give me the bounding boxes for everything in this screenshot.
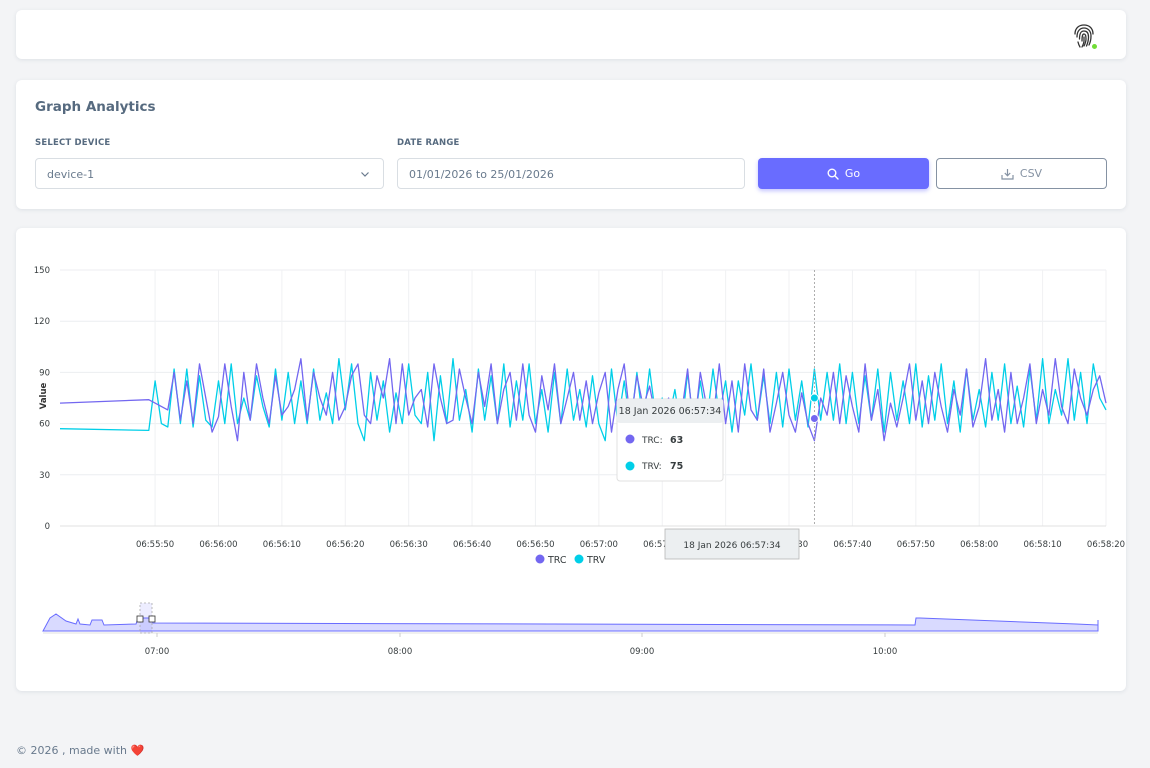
device-select[interactable]: device-1 [35, 158, 384, 189]
navigator-tick-label: 10:00 [873, 647, 898, 657]
navigator-tick-label: 09:00 [630, 647, 655, 657]
legend-label-trc: TRC [547, 555, 567, 566]
chevron-down-icon [361, 172, 369, 177]
y-tick-label: 60 [39, 420, 50, 430]
graph-analytics-card: Graph Analytics SELECT DEVICE device-1 D… [16, 80, 1126, 209]
x-tick-label: 06:56:10 [263, 540, 301, 550]
device-label: SELECT DEVICE [35, 138, 111, 148]
go-button[interactable]: Go [758, 158, 929, 189]
date-range-label: DATE RANGE [397, 138, 460, 148]
x-tick-label: 06:57:40 [833, 540, 871, 550]
x-axis-hover-label: 18 Jan 2026 06:57:34 [664, 528, 800, 560]
navigator-area [42, 613, 1099, 632]
y-tick-label: 30 [39, 471, 50, 481]
page-title: Graph Analytics [35, 99, 156, 115]
x-tick-label: 06:57:10 [643, 540, 681, 550]
tooltip-title: 18 Jan 2026 06:57:34 [619, 406, 722, 417]
device-select-value: device-1 [47, 168, 95, 181]
x-tick-label: 06:56:40 [453, 540, 491, 550]
tooltip-trv-name: TRV: [641, 462, 662, 472]
legend-label-trv: TRV [586, 555, 606, 566]
navigator-handle-right[interactable] [148, 615, 156, 623]
date-range-input[interactable]: 01/01/2026 to 25/01/2026 [397, 158, 745, 189]
series-line-trc [59, 358, 1107, 442]
y-axis-label: Value [39, 382, 49, 409]
chart-tooltip: 18 Jan 2026 06:57:34 TRC: 63 TRV: 75 [616, 398, 724, 482]
y-tick-label: 0 [45, 522, 50, 532]
go-button-label: Go [844, 167, 861, 180]
tooltip-trc-name: TRC: [641, 436, 663, 446]
chart-legend: TRC TRV [535, 554, 606, 567]
legend-item-trv[interactable]: TRV [574, 554, 606, 567]
y-tick-label: 120 [34, 317, 50, 327]
x-tick-label: 06:57:50 [897, 540, 935, 550]
y-tick-label: 90 [39, 368, 50, 378]
navigator-handle-left[interactable] [136, 615, 144, 623]
x-tick-label: 06:58:10 [1024, 540, 1062, 550]
x-tick-label: 06:56:20 [326, 540, 364, 550]
fingerprint-icon [1074, 24, 1094, 48]
chart-card: 0 30 60 90 120 150 06:55:50 06:56:00 06:56:10 06… [16, 228, 1126, 691]
hover-marker-trv [809, 393, 819, 403]
x-tick-label: 06:57:00 [580, 540, 618, 550]
line-chart[interactable]: 0 30 60 90 120 150 06:55:50 06:56:00 06:56:10 06… [16, 228, 1126, 691]
user-avatar[interactable] [1070, 22, 1098, 50]
navigator-tick-label: 08:00 [388, 647, 413, 657]
tooltip-trc-value: 63 [670, 435, 683, 446]
x-tick-label: 06:58:20 [1087, 540, 1125, 550]
online-status-dot [1091, 43, 1098, 50]
legend-item-trc[interactable]: TRC [535, 554, 567, 567]
x-tick-label: 06:55:50 [136, 540, 174, 550]
footer-text: © 2026 , made with ❤️ [16, 744, 145, 757]
range-navigator[interactable]: 07:00 08:00 09:00 10:00 [42, 602, 1099, 657]
tooltip-trc-marker [625, 434, 635, 444]
x-tick-label: 06:56:00 [199, 540, 237, 550]
date-range-value: 01/01/2026 to 25/01/2026 [409, 168, 554, 181]
x-axis-hover-text: 18 Jan 2026 06:57:34 [683, 541, 781, 551]
download-icon [1001, 168, 1014, 180]
tooltip-trv-marker [625, 461, 635, 471]
top-navbar [16, 10, 1126, 59]
csv-button-label: CSV [1019, 167, 1043, 180]
navigator-tick-label: 07:00 [145, 647, 170, 657]
csv-download-button[interactable]: CSV [936, 158, 1107, 189]
tooltip-trv-value: 75 [670, 461, 683, 472]
x-tick-label: 06:56:50 [516, 540, 554, 550]
x-tick-label: 06:58:00 [960, 540, 998, 550]
x-tick-label: 06:56:30 [390, 540, 428, 550]
search-icon [827, 168, 839, 180]
hover-marker-trc [809, 413, 819, 423]
series-line-trv [59, 358, 1107, 442]
y-tick-label: 150 [34, 266, 50, 276]
